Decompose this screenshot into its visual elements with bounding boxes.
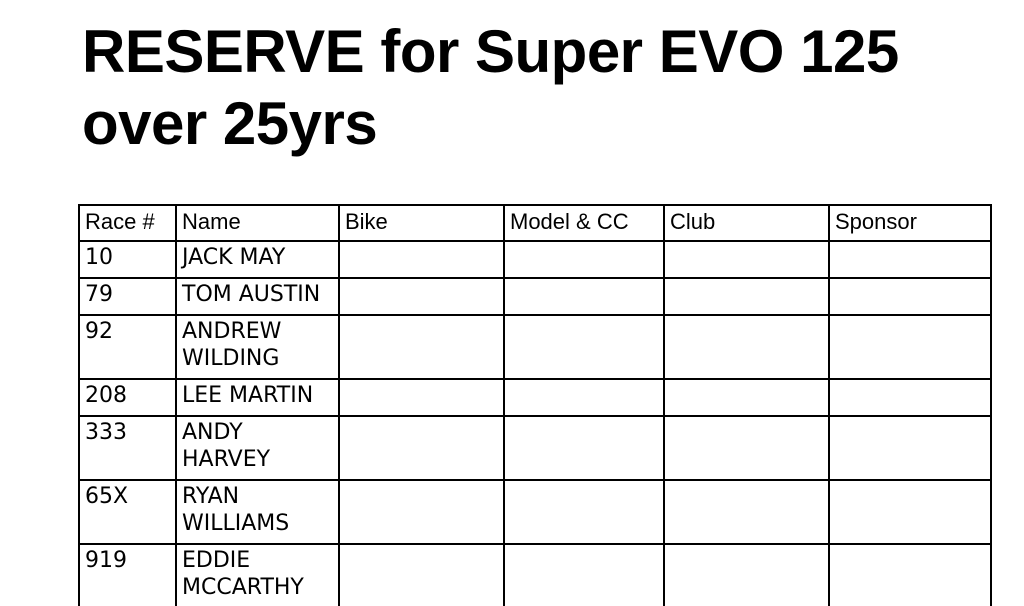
race-number-cell: 92 [78, 314, 177, 380]
table-row: 10 JACK MAY [78, 240, 992, 279]
bike-cell [338, 240, 505, 279]
table-row: 79 TOM AUSTIN [78, 277, 992, 316]
name-cell: EDDIE MCCARTHY [175, 543, 340, 606]
name-cell: ANDREW WILDING [175, 314, 340, 380]
bike-cell [338, 277, 505, 316]
model-cc-cell [503, 415, 665, 481]
table-row: 333 ANDY HARVEY [78, 415, 992, 481]
column-header-bike: Bike [338, 204, 505, 242]
sponsor-cell [828, 277, 992, 316]
club-cell [663, 277, 830, 316]
club-cell [663, 314, 830, 380]
bike-cell [338, 314, 505, 380]
name-cell: ANDY HARVEY [175, 415, 340, 481]
reserve-riders-table: Race # Name Bike Model & CC Club Sponsor… [78, 204, 992, 606]
name-cell: LEE MARTIN [175, 378, 340, 417]
sponsor-cell [828, 479, 992, 545]
page-title-line-1: RESERVE for Super EVO 125 [82, 18, 899, 85]
bike-cell [338, 378, 505, 417]
model-cc-cell [503, 479, 665, 545]
column-header-club: Club [663, 204, 830, 242]
club-cell [663, 543, 830, 606]
race-number-cell: 79 [78, 277, 177, 316]
club-cell [663, 479, 830, 545]
model-cc-cell [503, 277, 665, 316]
column-header-sponsor: Sponsor [828, 204, 992, 242]
column-header-race-number: Race # [78, 204, 177, 242]
column-header-model-cc: Model & CC [503, 204, 665, 242]
page: RESERVE for Super EVO 125 over 25yrs Rac… [0, 16, 1024, 606]
column-header-name: Name [175, 204, 340, 242]
table-row: 65X RYAN WILLIAMS [78, 479, 992, 545]
model-cc-cell [503, 378, 665, 417]
sponsor-cell [828, 415, 992, 481]
page-title-line-2: over 25yrs [82, 90, 378, 157]
bike-cell [338, 415, 505, 481]
bike-cell [338, 543, 505, 606]
table-header-row: Race # Name Bike Model & CC Club Sponsor [78, 204, 992, 242]
club-cell [663, 240, 830, 279]
sponsor-cell [828, 314, 992, 380]
sponsor-cell [828, 240, 992, 279]
name-cell: RYAN WILLIAMS [175, 479, 340, 545]
table-row: 92 ANDREW WILDING [78, 314, 992, 380]
name-cell: TOM AUSTIN [175, 277, 340, 316]
bike-cell [338, 479, 505, 545]
table-row: 919 EDDIE MCCARTHY [78, 543, 992, 606]
club-cell [663, 415, 830, 481]
table-row: 208 LEE MARTIN [78, 378, 992, 417]
sponsor-cell [828, 543, 992, 606]
model-cc-cell [503, 543, 665, 606]
name-cell: JACK MAY [175, 240, 340, 279]
race-number-cell: 333 [78, 415, 177, 481]
race-number-cell: 65X [78, 479, 177, 545]
club-cell [663, 378, 830, 417]
race-number-cell: 919 [78, 543, 177, 606]
sponsor-cell [828, 378, 992, 417]
race-number-cell: 10 [78, 240, 177, 279]
page-title: RESERVE for Super EVO 125 over 25yrs [82, 16, 984, 160]
model-cc-cell [503, 240, 665, 279]
race-number-cell: 208 [78, 378, 177, 417]
model-cc-cell [503, 314, 665, 380]
